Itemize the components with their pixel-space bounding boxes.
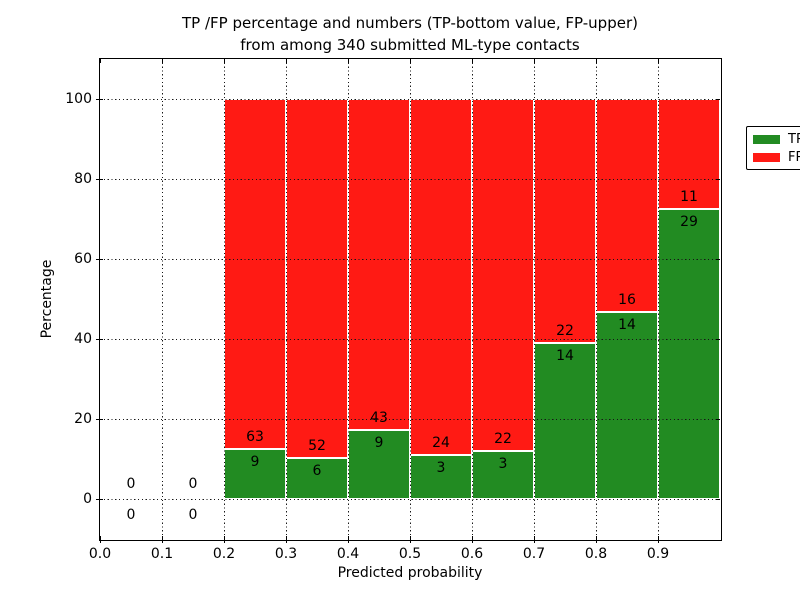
x-tick-label: 0.6 — [460, 546, 484, 562]
grid-line-horizontal — [100, 499, 720, 500]
x-tick-mark — [472, 536, 474, 543]
legend-label: FP — [788, 149, 800, 165]
x-tick-mark-top — [100, 59, 102, 63]
bar-value-label-tp: 3 — [436, 459, 446, 476]
bar-segment-fp — [348, 98, 410, 430]
x-tick-mark-top — [286, 59, 288, 63]
x-tick-mark — [100, 536, 102, 543]
bar-value-label-fp: 24 — [432, 434, 450, 451]
legend-swatch-fp — [753, 152, 780, 162]
x-tick-mark — [596, 536, 598, 543]
bar-segment-tp — [596, 312, 658, 499]
y-tick-mark-right — [716, 259, 720, 261]
x-tick-mark-top — [348, 59, 350, 63]
bar-segment-fp — [596, 98, 658, 313]
y-tick-mark — [96, 259, 103, 261]
bar-value-label-tp: 0 — [188, 507, 198, 523]
chart-title: TP /FP percentage and numbers (TP-bottom… — [100, 12, 720, 56]
legend-swatch-tp — [753, 134, 780, 144]
x-tick-mark-top — [534, 59, 536, 63]
y-axis-label: Percentage — [39, 259, 55, 339]
bar-value-label-tp: 9 — [250, 454, 260, 470]
x-tick-mark — [348, 536, 350, 543]
grid-line-vertical — [162, 59, 163, 539]
y-tick-mark — [96, 179, 103, 181]
x-tick-label: 0.1 — [150, 546, 174, 562]
bar-value-label-tp: 3 — [498, 456, 508, 472]
bar-value-label-fp: 43 — [370, 409, 388, 426]
bar-segment-fp — [286, 98, 348, 458]
x-tick-label: 0.4 — [336, 546, 360, 562]
bar-value-label-fp: 22 — [556, 323, 574, 340]
bar-segment-tp — [348, 429, 410, 499]
bar-segment-fp — [534, 98, 596, 344]
bar-segment-fp — [224, 98, 286, 449]
y-tick-mark-right — [716, 179, 720, 181]
chart-title-line1: TP /FP percentage and numbers (TP-bottom… — [182, 14, 638, 32]
bar-value-label-tp: 14 — [618, 317, 636, 334]
bar-value-label-tp: 6 — [312, 462, 322, 479]
bar-value-label-tp: 14 — [556, 348, 574, 365]
bar-segment-tp — [534, 343, 596, 499]
x-tick-mark — [410, 536, 412, 543]
x-tick-label: 0.2 — [212, 546, 236, 562]
x-tick-mark — [658, 536, 660, 543]
bar-value-label-tp: 0 — [126, 507, 136, 523]
x-tick-mark-top — [472, 59, 474, 63]
bar-segment-tp — [658, 209, 720, 499]
legend-label: TP — [788, 131, 800, 147]
y-tick-mark — [96, 98, 103, 101]
x-tick-mark-top — [658, 59, 660, 63]
x-tick-label: 0.5 — [398, 546, 422, 562]
x-tick-label: 0.7 — [522, 546, 546, 562]
x-axis-label: Predicted probability — [337, 565, 483, 581]
y-tick-label: 80 — [74, 171, 92, 187]
bar-value-label-fp: 52 — [308, 437, 326, 454]
x-tick-mark — [162, 536, 164, 543]
legend-entry: TP — [753, 132, 800, 147]
y-tick-label: 20 — [74, 411, 92, 427]
bar-value-label-fp: 22 — [494, 431, 512, 447]
y-tick-mark — [96, 339, 103, 341]
bar-value-label-tp: 9 — [374, 434, 384, 451]
x-tick-mark — [224, 536, 226, 543]
chart-title-line2: from among 340 submitted ML-type contact… — [240, 36, 580, 54]
x-tick-label: 0.0 — [88, 546, 112, 562]
bar-value-label-fp: 0 — [126, 476, 136, 492]
y-tick-label: 100 — [65, 90, 92, 107]
x-tick-label: 0.3 — [274, 546, 298, 562]
x-tick-mark — [286, 536, 288, 543]
x-tick-mark-top — [596, 59, 598, 63]
y-tick-mark — [96, 499, 103, 501]
x-tick-mark-top — [410, 59, 412, 63]
y-tick-label: 0 — [83, 491, 92, 507]
x-tick-mark — [534, 536, 536, 543]
bar-segment-fp — [472, 98, 534, 451]
y-tick-label: 40 — [74, 331, 92, 347]
y-tick-mark-right — [716, 499, 720, 501]
x-tick-mark-top — [224, 59, 226, 63]
y-tick-mark — [96, 419, 103, 421]
legend-entry: FP — [753, 150, 800, 165]
bar-value-label-tp: 29 — [680, 214, 698, 230]
y-tick-mark-right — [716, 98, 720, 101]
plot-area: TP FP 0.0 0.1 0.2 0.3 0.4 0.5 0.6 0.7 0.8 0.9 0 20 40… — [65, 57, 800, 562]
y-tick-mark-right — [716, 339, 720, 341]
bar-segment-tp — [410, 454, 472, 499]
bar-value-label-fp: 16 — [618, 292, 636, 309]
x-tick-mark-top — [162, 59, 164, 63]
bar-value-label-fp: 0 — [188, 476, 198, 492]
y-tick-label: 60 — [74, 251, 92, 267]
x-tick-label: 0.8 — [584, 546, 608, 562]
legend: TP FP — [746, 126, 800, 170]
bar-segment-fp — [410, 98, 472, 455]
bar-value-label-fp: 11 — [680, 189, 698, 205]
x-tick-label: 0.9 — [646, 546, 670, 562]
bar-value-label-fp: 63 — [246, 429, 264, 445]
y-tick-mark-right — [716, 419, 720, 421]
